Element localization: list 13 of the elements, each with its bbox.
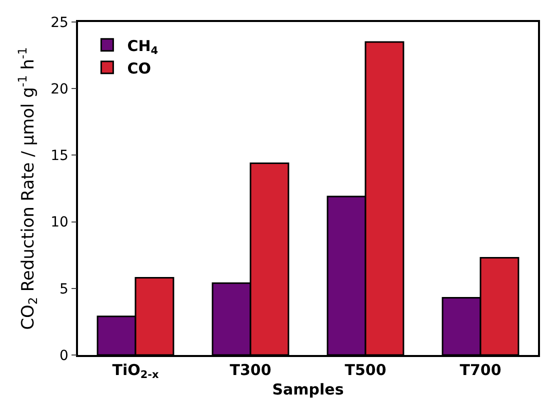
y-tick-label: 5 bbox=[60, 281, 68, 298]
x-tick-label: T700 bbox=[460, 360, 502, 379]
x-tick-label: T300 bbox=[230, 360, 272, 379]
y-tick-label: 15 bbox=[50, 148, 68, 164]
x-tick-label: T500 bbox=[344, 360, 386, 379]
y-tick-label: 20 bbox=[50, 82, 68, 98]
y-tick-label: 25 bbox=[50, 14, 68, 31]
x-axis-title: Samples bbox=[272, 380, 344, 398]
legend-label: CH$_{4}$ bbox=[127, 36, 158, 57]
legend-label: CO bbox=[127, 59, 151, 78]
y-tick-label: 10 bbox=[50, 214, 68, 231]
y-tick-label: 0 bbox=[60, 348, 68, 364]
x-tick-label: TiO$_{2-x}$ bbox=[112, 360, 160, 381]
